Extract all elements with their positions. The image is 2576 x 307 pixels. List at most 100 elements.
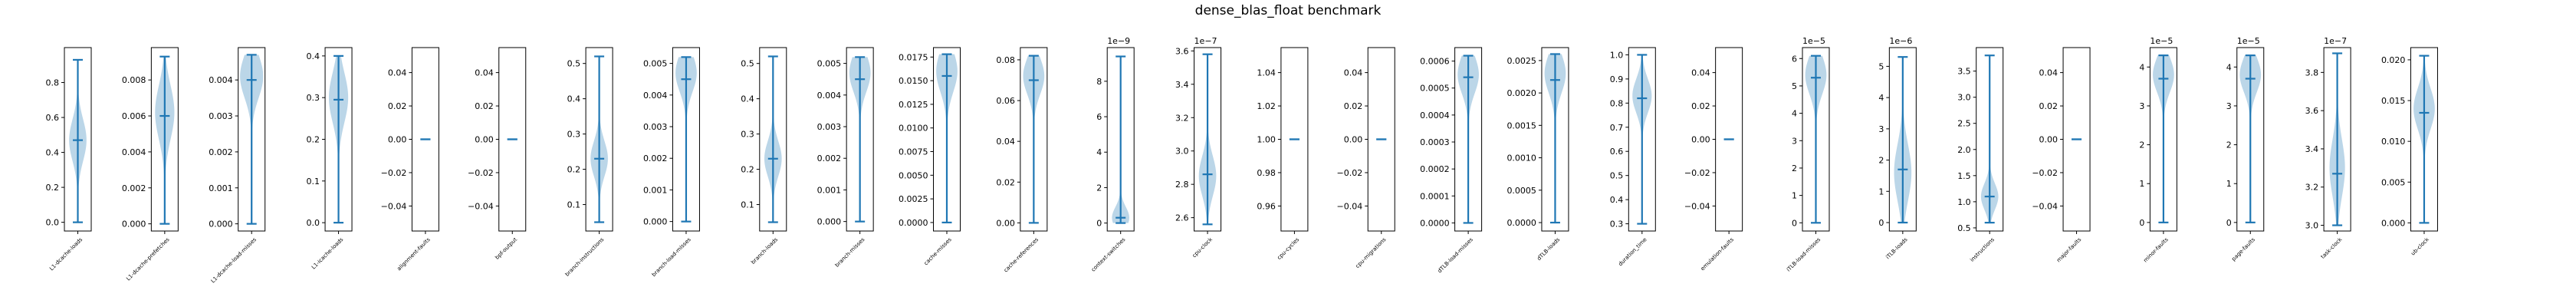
y-tick-label: −0.02 <box>381 168 407 178</box>
y-tick-label: 1.02 <box>1257 101 1276 111</box>
y-tick-label: 0.1 <box>567 200 581 210</box>
y-tick-label: 0.04 <box>996 137 1015 147</box>
y-tick-label: 0.9 <box>1610 74 1624 84</box>
y-offset-label: 1e−6 <box>1889 36 1912 46</box>
y-tick-label: 0.4 <box>741 94 754 104</box>
y-offset-label: 1e−7 <box>1194 36 1217 46</box>
y-tick-label: 0.00 <box>996 218 1015 228</box>
y-tick-label: 0.0 <box>46 218 60 228</box>
y-tick-label: 0.008 <box>122 75 146 85</box>
y-tick-label: 0.8 <box>1610 98 1624 108</box>
y-tick-label: 3.5 <box>1957 67 1971 77</box>
y-tick-label: 0.3 <box>1610 220 1624 229</box>
y-tick-label: 0.4 <box>307 51 320 61</box>
y-tick-label: 2.6 <box>1175 213 1189 223</box>
y-tick-label: 5 <box>1792 81 1797 91</box>
y-tick-label: 3 <box>1792 136 1797 146</box>
y-tick-label: 0.0025 <box>899 194 928 204</box>
y-tick-label: 0.004 <box>643 91 668 101</box>
y-tick-label: 0.0000 <box>1506 218 1536 228</box>
y-tick-label: −0.02 <box>1684 168 1710 178</box>
y-tick-label: 3.0 <box>2305 221 2319 231</box>
y-tick-label: 2 <box>1878 156 1884 166</box>
y-tick-label: 2.8 <box>1175 180 1189 190</box>
y-tick-label: 0.3 <box>307 93 320 103</box>
y-offset-label: 1e−7 <box>2324 36 2347 46</box>
y-tick-label: 0.005 <box>643 59 668 69</box>
y-tick-label: 1.0 <box>1610 50 1624 60</box>
y-tick-label: 3.4 <box>2305 144 2319 154</box>
y-tick-label: 0.003 <box>643 122 668 132</box>
y-tick-label: 0.0050 <box>899 170 928 180</box>
y-tick-label: 0.015 <box>2381 96 2406 106</box>
y-tick-label: 1.04 <box>1257 68 1276 78</box>
y-tick-label: −0.04 <box>1337 201 1363 211</box>
y-tick-label: 0.000 <box>2381 218 2406 228</box>
y-tick-label: 0.3 <box>741 130 754 140</box>
y-tick-label: 0.010 <box>2381 137 2406 147</box>
y-tick-label: 0.000 <box>122 220 146 229</box>
y-tick-label: 5 <box>1878 61 1884 71</box>
y-tick-label: 0.4 <box>46 148 60 158</box>
y-tick-label: 2 <box>2139 140 2144 150</box>
y-tick-label: 0.00 <box>2039 135 2058 145</box>
y-tick-label: 0 <box>1878 218 1884 228</box>
y-tick-label: 2 <box>1792 163 1797 173</box>
y-tick-label: 3.4 <box>1175 80 1189 90</box>
y-tick-label: 0.8 <box>46 78 60 88</box>
y-tick-label: 0.002 <box>209 147 233 157</box>
y-tick-label: 0.0004 <box>1420 111 1450 120</box>
y-tick-label: 0.02 <box>475 101 494 111</box>
y-tick-label: 0.98 <box>1257 168 1276 178</box>
y-tick-label: 0.004 <box>122 147 146 157</box>
y-tick-label: 0.3 <box>567 130 581 140</box>
y-tick-label: 0 <box>1792 218 1797 228</box>
y-tick-label: 0.0003 <box>1420 137 1450 147</box>
y-tick-label: 0.0125 <box>899 100 928 110</box>
y-tick-label: 0 <box>2226 218 2232 228</box>
y-tick-label: 0.0006 <box>1420 57 1450 67</box>
y-tick-label: 3 <box>2226 101 2232 111</box>
y-tick-label: 0.003 <box>209 111 233 121</box>
y-tick-label: 0.020 <box>2381 55 2406 65</box>
y-tick-label: 0.0000 <box>1420 218 1450 228</box>
y-tick-label: 0.0002 <box>1420 164 1450 174</box>
y-tick-label: 0 <box>2139 218 2144 228</box>
y-tick-label: 0.0010 <box>1506 154 1536 163</box>
y-tick-label: 0.08 <box>996 55 1015 65</box>
y-tick-label: 0.0175 <box>899 52 928 62</box>
y-tick-label: 0.0005 <box>1420 84 1450 94</box>
y-tick-label: −0.02 <box>468 168 494 178</box>
y-tick-label: 8 <box>1096 77 1102 87</box>
y-tick-label: 3 <box>2139 101 2144 111</box>
y-tick-label: 0.2 <box>567 165 581 175</box>
y-tick-label: 0.0001 <box>1420 191 1450 201</box>
y-tick-label: 4 <box>2139 62 2144 72</box>
y-tick-label: −0.04 <box>1684 201 1710 211</box>
y-tick-label: 0.00 <box>388 135 407 145</box>
y-tick-label: 4 <box>1096 147 1102 157</box>
violin-panel: 0.00000.00050.00100.00150.00200.0025dTLB… <box>1506 47 1569 262</box>
y-tick-label: 0.04 <box>475 68 494 78</box>
y-tick-label: 1.0 <box>1957 197 1971 207</box>
y-tick-label: 4 <box>1792 109 1797 119</box>
y-tick-label: −0.02 <box>1337 168 1363 178</box>
y-tick-label: 2 <box>2226 140 2232 150</box>
y-tick-label: 3.0 <box>1175 147 1189 157</box>
y-tick-label: 2.5 <box>1957 119 1971 129</box>
y-tick-label: 2.0 <box>1957 145 1971 155</box>
y-tick-label: 0.000 <box>817 217 842 227</box>
y-tick-label: 0.4 <box>1610 195 1624 205</box>
y-tick-label: 0.02 <box>1344 101 1363 111</box>
y-tick-label: 0.0015 <box>1506 120 1536 130</box>
y-tick-label: 0.04 <box>388 68 407 78</box>
y-tick-label: 0.1 <box>307 177 320 187</box>
y-tick-label: 1 <box>1792 191 1797 201</box>
y-tick-label: 0.04 <box>2039 68 2058 78</box>
y-tick-label: 3.6 <box>2305 106 2319 116</box>
y-tick-label: 1 <box>1878 187 1884 196</box>
y-tick-label: 3.2 <box>2305 183 2319 193</box>
y-tick-label: 0.001 <box>643 185 668 195</box>
y-tick-label: 0.5 <box>1957 223 1971 233</box>
